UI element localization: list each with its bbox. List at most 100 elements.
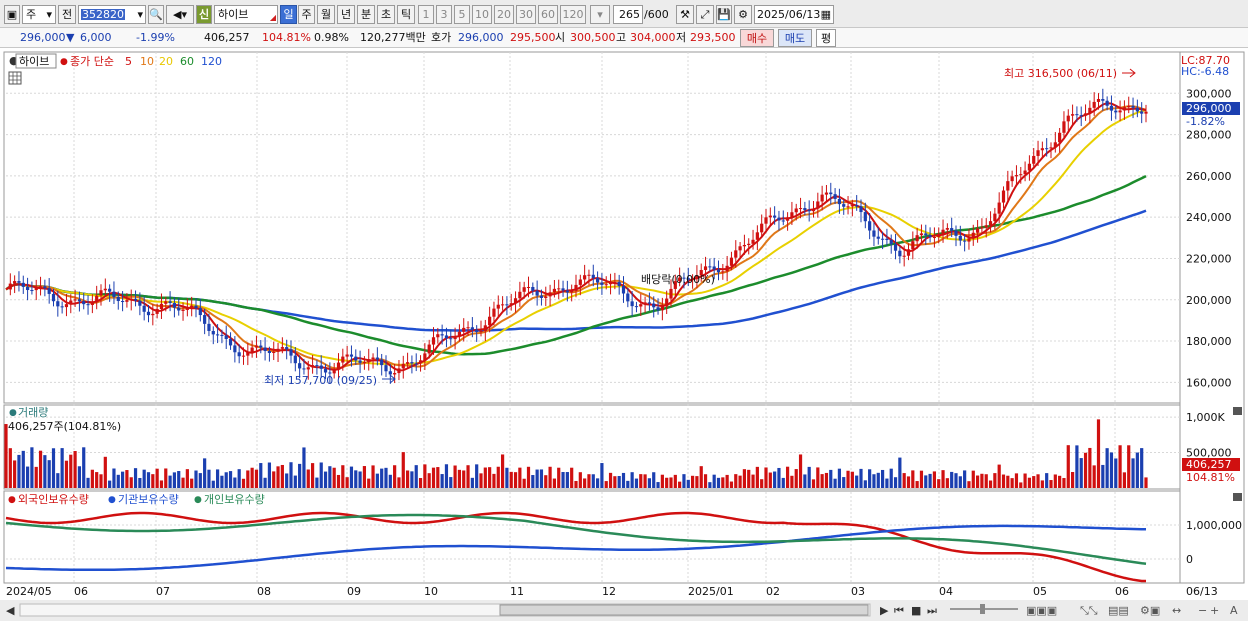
candle-body xyxy=(807,210,811,212)
volume-bar xyxy=(690,475,695,488)
buy-button[interactable]: 매수 xyxy=(740,29,774,47)
window-menu-icon[interactable]: ▣ xyxy=(4,5,20,24)
interval-10[interactable]: 10 xyxy=(472,5,492,24)
eval-button[interactable]: 평 xyxy=(816,29,836,47)
scroll-right-icon[interactable]: ▶ xyxy=(880,604,889,617)
gear-icon[interactable]: ⚙ xyxy=(734,5,752,24)
settings-icon[interactable]: ⚙▣ xyxy=(1140,604,1160,617)
volume-bar xyxy=(272,471,276,488)
volume-bar xyxy=(561,472,565,488)
interval-dropdown[interactable]: ▾ xyxy=(590,5,610,24)
candle-body xyxy=(1014,175,1019,177)
tab-tick[interactable]: 틱 xyxy=(397,5,415,24)
volume-bar xyxy=(375,473,379,488)
volume-bar xyxy=(177,471,181,488)
y-tick-label: 300,000 xyxy=(1186,87,1232,100)
volume-bar xyxy=(1135,452,1139,488)
volume-bar xyxy=(621,472,626,488)
candle-body xyxy=(60,306,64,308)
holdings-panel-frame xyxy=(3,490,1181,584)
ask-value: 296,000 xyxy=(458,31,504,44)
date-input[interactable]: 2025/06/13 ▦ xyxy=(754,5,834,24)
interval-1[interactable]: 1 xyxy=(418,5,434,24)
search-icon[interactable]: 🔍 xyxy=(148,5,164,24)
volume-bar xyxy=(457,469,462,488)
candle-body xyxy=(496,304,500,309)
font-icon[interactable]: A xyxy=(1230,604,1238,617)
candle-body xyxy=(764,217,768,224)
close-icon[interactable] xyxy=(1233,407,1242,415)
pan-icon[interactable]: ↔ xyxy=(1172,604,1181,617)
draw-icon[interactable]: ⤡⤡ xyxy=(1080,604,1098,617)
interval-30[interactable]: 30 xyxy=(516,5,536,24)
tab-day[interactable]: 일 xyxy=(280,5,297,24)
layout-icon[interactable]: ▣▣▣ xyxy=(1026,604,1057,617)
save-icon[interactable]: 💾 xyxy=(716,5,732,24)
interval-120[interactable]: 120 xyxy=(560,5,586,24)
candle-body xyxy=(1023,170,1027,175)
tab-month[interactable]: 월 xyxy=(317,5,335,24)
prev-button[interactable]: 전 xyxy=(58,5,76,24)
calendar-icon[interactable]: ▦ xyxy=(820,8,831,21)
interval-20[interactable]: 20 xyxy=(494,5,514,24)
tab-second[interactable]: 초 xyxy=(377,5,395,24)
count-input[interactable]: 265 xyxy=(613,5,643,24)
rewind-icon[interactable]: ⏮ xyxy=(894,604,904,617)
candle-body xyxy=(842,204,846,207)
candle-body xyxy=(1006,181,1010,191)
draw-tool-icon[interactable]: ⤢ xyxy=(696,5,714,24)
candle-body xyxy=(574,284,578,291)
interval-3[interactable]: 3 xyxy=(436,5,452,24)
chevron-down-icon: ▾ xyxy=(137,8,143,21)
tab-year[interactable]: 년 xyxy=(337,5,355,24)
sell-button[interactable]: 매도 xyxy=(778,29,812,47)
volume-bar xyxy=(911,470,915,488)
zoom-slider-thumb[interactable] xyxy=(980,604,985,614)
indicator-icon[interactable]: ⚒ xyxy=(676,5,694,24)
table-icon[interactable] xyxy=(8,71,22,85)
candle-body xyxy=(980,227,984,229)
volume-bar xyxy=(194,470,198,488)
volume-bar xyxy=(280,464,284,488)
volume-bar xyxy=(302,447,306,488)
candle-body xyxy=(405,362,410,364)
forward-icon[interactable]: ⏭ xyxy=(927,604,937,617)
speaker-icon[interactable]: ◀▾ xyxy=(166,5,194,24)
zoom-out-icon[interactable]: − xyxy=(1198,604,1207,617)
arrow-right-icon xyxy=(382,374,396,384)
zoom-in-icon[interactable]: + xyxy=(1210,604,1219,617)
market-type-select[interactable]: 주 ▾ xyxy=(22,5,56,24)
chart-area[interactable]: 160,000 180,000 200,000 220,000 240,000 260,0… xyxy=(0,48,1248,621)
stock-code-input[interactable]: 352820 ▾ xyxy=(78,5,146,24)
tab-week[interactable]: 주 xyxy=(298,5,315,24)
stock-name-field[interactable]: 하이브 ◢ xyxy=(214,5,278,24)
volume-bar xyxy=(777,467,781,488)
stop-icon[interactable]: ■ xyxy=(911,604,921,617)
volume-bar xyxy=(811,479,816,488)
volume-bar xyxy=(267,462,272,488)
tab-minute[interactable]: 분 xyxy=(357,5,375,24)
candle-body xyxy=(224,335,228,340)
volume-bar xyxy=(712,474,716,488)
volume-tag xyxy=(1182,458,1240,471)
interval-5[interactable]: 5 xyxy=(454,5,470,24)
volume-bar xyxy=(535,469,539,488)
candle-body xyxy=(630,301,634,307)
series-foreign-label: 외국인보유수량 xyxy=(18,493,89,506)
interval-60[interactable]: 60 xyxy=(538,5,558,24)
volume-bar xyxy=(1032,476,1036,488)
candle-body xyxy=(328,372,332,374)
volume-bar xyxy=(237,469,241,488)
new-badge: 신 xyxy=(196,5,212,24)
volume-bar xyxy=(846,470,850,488)
close-icon[interactable] xyxy=(1233,493,1242,501)
scroll-left-icon[interactable]: ◀ xyxy=(6,604,15,617)
stock-label-box[interactable] xyxy=(15,53,57,69)
stock-code-value: 352820 xyxy=(81,8,125,21)
scrollbar-thumb[interactable] xyxy=(499,604,869,616)
candle-body xyxy=(967,238,971,242)
volume-bar xyxy=(1131,458,1135,488)
copy-icon[interactable]: ▤▤ xyxy=(1108,604,1129,617)
volume-bar xyxy=(565,472,569,488)
main-toolbar: ▣ 주 ▾ 전 352820 ▾ 🔍 ◀▾ 신 하이브 ◢ 일 주 월 년 분 초 틱… xyxy=(0,0,1248,28)
